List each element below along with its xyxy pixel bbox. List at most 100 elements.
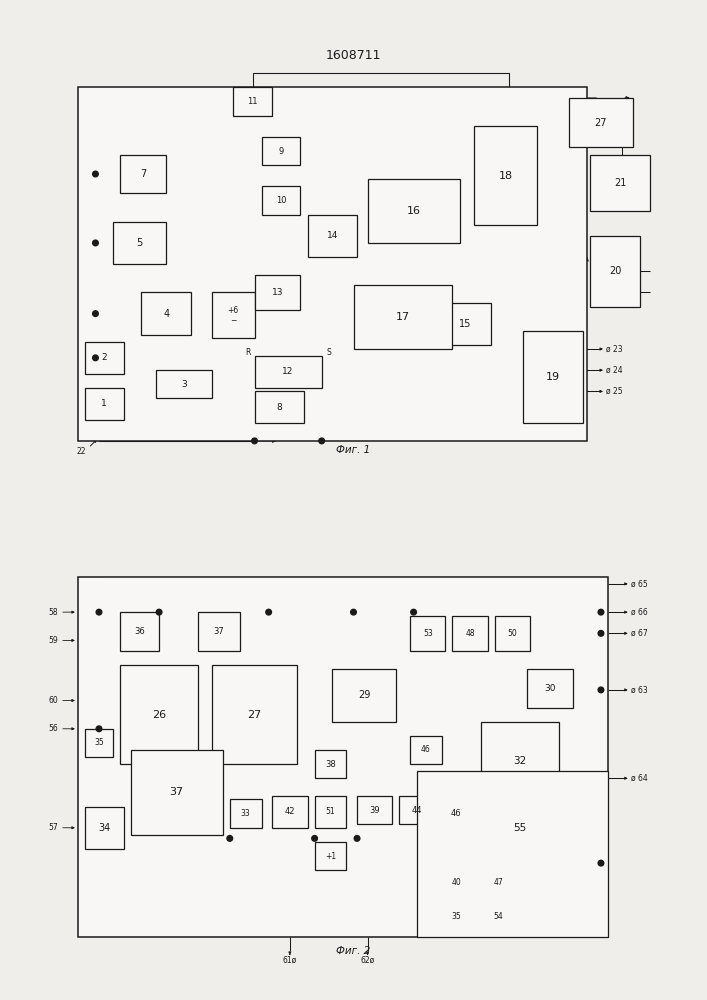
Text: 46: 46 <box>450 809 462 818</box>
Text: 39: 39 <box>369 806 380 815</box>
Bar <box>438 902 474 930</box>
Text: 5: 5 <box>136 238 143 248</box>
Text: 7: 7 <box>140 169 146 179</box>
Bar <box>354 285 452 349</box>
Text: ø 23: ø 23 <box>606 344 623 353</box>
Bar <box>399 796 435 824</box>
Bar <box>272 796 308 828</box>
Text: 54: 54 <box>493 912 503 921</box>
Text: 59: 59 <box>48 636 58 645</box>
Bar <box>438 796 474 831</box>
Text: 42: 42 <box>285 807 295 816</box>
Bar <box>120 665 198 764</box>
Text: 40: 40 <box>451 878 461 887</box>
Text: 30: 30 <box>544 684 556 693</box>
Text: ø 63: ø 63 <box>631 685 648 694</box>
Bar <box>410 736 442 764</box>
Text: 13: 13 <box>271 288 284 297</box>
Text: 11: 11 <box>247 97 258 106</box>
Text: ø 66: ø 66 <box>631 608 648 617</box>
Circle shape <box>266 609 271 615</box>
Text: 61ø: 61ø <box>283 955 297 964</box>
Text: ø 64: ø 64 <box>631 774 648 783</box>
Circle shape <box>598 609 604 615</box>
Circle shape <box>93 311 98 316</box>
Text: 34: 34 <box>98 823 110 833</box>
Text: 15: 15 <box>459 319 471 329</box>
Text: 16: 16 <box>407 206 421 216</box>
Text: 57: 57 <box>48 823 58 832</box>
Bar <box>417 771 608 937</box>
Bar <box>332 669 396 722</box>
Bar <box>131 750 223 835</box>
Bar <box>481 902 516 930</box>
Bar <box>85 807 124 849</box>
Bar <box>569 98 633 147</box>
Bar <box>590 155 650 211</box>
Circle shape <box>252 438 257 444</box>
Bar <box>495 616 530 651</box>
Text: 58: 58 <box>48 608 58 617</box>
Text: 26: 26 <box>152 710 166 720</box>
Text: 60: 60 <box>48 696 58 705</box>
Text: 3: 3 <box>181 380 187 389</box>
Bar <box>212 292 255 338</box>
Text: S: S <box>327 348 331 357</box>
Bar <box>85 729 113 757</box>
Bar <box>156 370 212 398</box>
Bar <box>233 87 272 116</box>
Bar <box>255 275 300 310</box>
Text: 17: 17 <box>396 312 410 322</box>
Bar <box>212 665 297 764</box>
Text: 27: 27 <box>247 710 262 720</box>
Circle shape <box>96 726 102 732</box>
Text: 1608711: 1608711 <box>326 49 381 62</box>
Bar <box>262 137 300 165</box>
Bar <box>141 292 191 335</box>
Bar <box>230 799 262 828</box>
Text: 33: 33 <box>241 809 250 818</box>
Circle shape <box>93 171 98 177</box>
Circle shape <box>354 836 360 841</box>
Text: 20: 20 <box>609 266 621 276</box>
Bar <box>481 785 559 870</box>
Circle shape <box>351 609 356 615</box>
Text: 53: 53 <box>423 629 433 638</box>
Bar <box>481 722 559 799</box>
Bar <box>315 796 346 828</box>
Text: ø 65: ø 65 <box>631 579 648 588</box>
Text: 35: 35 <box>94 738 104 747</box>
Text: 8: 8 <box>276 403 282 412</box>
Text: 36: 36 <box>134 627 145 636</box>
Bar <box>357 796 392 824</box>
Bar <box>78 577 608 937</box>
Bar <box>315 750 346 778</box>
Bar <box>523 331 583 423</box>
Text: ø 25: ø 25 <box>606 387 623 396</box>
Bar <box>410 616 445 651</box>
Bar <box>255 391 304 423</box>
Text: 37: 37 <box>214 627 225 636</box>
Bar <box>255 356 322 388</box>
Text: ø 67: ø 67 <box>631 629 648 638</box>
Bar <box>315 842 346 870</box>
Circle shape <box>96 609 102 615</box>
Text: 9: 9 <box>279 147 284 156</box>
Circle shape <box>312 836 317 841</box>
Bar <box>85 388 124 420</box>
Text: 56: 56 <box>48 724 58 733</box>
Text: 37: 37 <box>170 787 184 797</box>
Text: +6
−: +6 − <box>228 306 239 325</box>
Bar <box>78 87 587 441</box>
Text: 21: 21 <box>614 178 626 188</box>
Bar <box>474 126 537 225</box>
Text: 32: 32 <box>513 756 526 766</box>
Circle shape <box>598 631 604 636</box>
Text: 22: 22 <box>76 447 86 456</box>
Text: 44: 44 <box>412 806 422 815</box>
Circle shape <box>93 240 98 246</box>
Text: 19: 19 <box>547 372 560 382</box>
Text: +1: +1 <box>325 852 336 861</box>
Text: R: R <box>245 348 250 357</box>
Text: 50: 50 <box>508 629 518 638</box>
